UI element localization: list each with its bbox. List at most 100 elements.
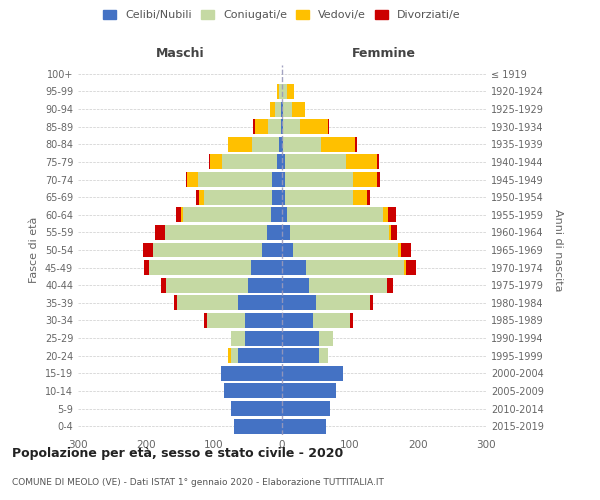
Bar <box>306 260 404 275</box>
Bar <box>248 278 282 292</box>
Bar <box>353 190 367 204</box>
Bar <box>353 172 377 187</box>
Bar <box>401 242 411 258</box>
Bar <box>255 119 268 134</box>
Bar <box>367 190 370 204</box>
Bar <box>166 278 248 292</box>
Bar <box>370 296 373 310</box>
Bar <box>282 190 286 204</box>
Bar <box>282 154 285 170</box>
Bar <box>227 348 231 363</box>
Bar <box>388 278 393 292</box>
Bar <box>398 242 401 258</box>
Bar <box>286 190 353 204</box>
Bar <box>196 190 199 204</box>
Bar <box>282 401 329 416</box>
Bar <box>283 137 321 152</box>
Bar <box>316 296 370 310</box>
Bar <box>221 366 282 381</box>
Bar <box>282 242 293 258</box>
Bar <box>197 172 272 187</box>
Legend: Celibi/Nubili, Coniugati/e, Vedovi/e, Divorziati/e: Celibi/Nubili, Coniugati/e, Vedovi/e, Di… <box>99 6 465 25</box>
Bar <box>271 208 282 222</box>
Bar <box>238 296 282 310</box>
Bar <box>279 84 282 99</box>
Bar <box>389 225 391 240</box>
Bar <box>377 172 380 187</box>
Bar <box>282 384 337 398</box>
Bar <box>187 172 197 187</box>
Bar <box>283 102 292 116</box>
Bar <box>222 154 277 170</box>
Bar <box>186 172 187 187</box>
Bar <box>155 225 165 240</box>
Bar <box>281 102 282 116</box>
Bar <box>285 154 346 170</box>
Bar <box>282 225 290 240</box>
Bar <box>268 119 281 134</box>
Bar <box>282 278 309 292</box>
Bar <box>209 154 210 170</box>
Bar <box>282 348 319 363</box>
Bar <box>205 313 207 328</box>
Bar <box>287 208 383 222</box>
Bar <box>282 418 326 434</box>
Bar <box>245 330 282 345</box>
Bar <box>282 330 319 345</box>
Bar <box>174 296 176 310</box>
Bar <box>282 119 283 134</box>
Bar <box>251 260 282 275</box>
Bar <box>231 401 282 416</box>
Bar <box>282 260 306 275</box>
Bar <box>161 278 166 292</box>
Bar <box>270 102 275 116</box>
Bar <box>231 348 238 363</box>
Bar <box>165 225 267 240</box>
Bar <box>277 154 282 170</box>
Bar <box>228 137 252 152</box>
Bar <box>282 296 316 310</box>
Bar <box>355 137 358 152</box>
Bar <box>272 172 282 187</box>
Bar <box>210 154 222 170</box>
Bar <box>313 313 350 328</box>
Bar <box>262 242 282 258</box>
Bar <box>267 225 282 240</box>
Bar <box>282 208 287 222</box>
Y-axis label: Fasce di età: Fasce di età <box>29 217 39 283</box>
Bar <box>321 137 355 152</box>
Bar <box>144 260 149 275</box>
Bar <box>277 84 279 99</box>
Text: Popolazione per età, sesso e stato civile - 2020: Popolazione per età, sesso e stato civil… <box>12 448 343 460</box>
Bar <box>319 348 328 363</box>
Bar <box>252 137 279 152</box>
Bar <box>238 348 282 363</box>
Bar <box>205 190 272 204</box>
Y-axis label: Anni di nascita: Anni di nascita <box>553 209 563 291</box>
Bar <box>199 190 205 204</box>
Bar <box>388 208 396 222</box>
Bar <box>176 208 181 222</box>
Bar <box>287 84 294 99</box>
Bar <box>282 137 283 152</box>
Bar <box>283 119 301 134</box>
Bar <box>181 208 183 222</box>
Bar <box>292 102 305 116</box>
Bar <box>383 208 388 222</box>
Bar <box>282 172 286 187</box>
Bar <box>143 242 153 258</box>
Text: Maschi: Maschi <box>155 46 205 60</box>
Bar <box>245 313 282 328</box>
Bar <box>176 296 238 310</box>
Bar <box>391 225 397 240</box>
Bar <box>153 242 262 258</box>
Bar <box>207 313 245 328</box>
Text: Femmine: Femmine <box>352 46 416 60</box>
Bar <box>404 260 406 275</box>
Bar <box>231 330 245 345</box>
Bar <box>309 278 388 292</box>
Bar <box>282 313 313 328</box>
Bar <box>279 137 282 152</box>
Bar <box>275 102 281 116</box>
Bar <box>282 102 283 116</box>
